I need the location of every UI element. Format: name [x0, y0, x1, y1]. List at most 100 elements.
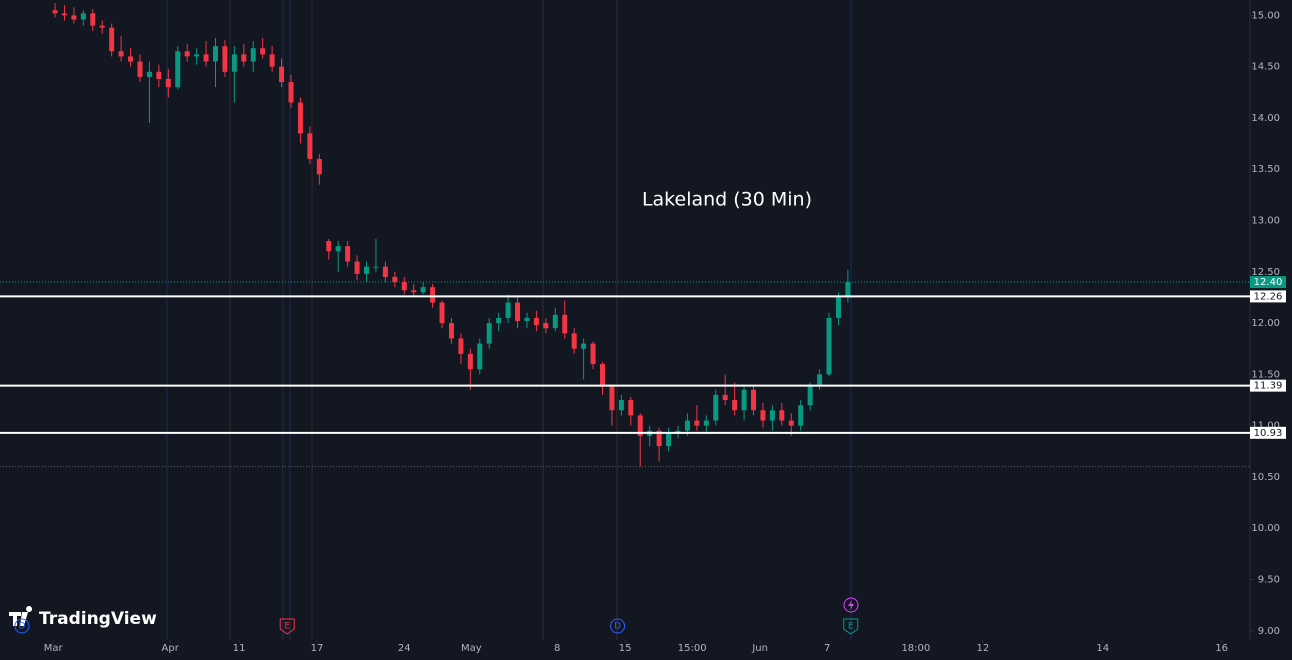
candle-body [80, 13, 86, 20]
x-tick-label: 8 [554, 643, 560, 654]
candle-body [99, 25, 105, 28]
candle-body [128, 56, 134, 62]
candle-body [496, 317, 502, 324]
candle-body [184, 51, 190, 57]
candle-body [401, 282, 407, 291]
candle-body [817, 374, 823, 385]
candle-body [137, 61, 143, 77]
candle-body [316, 158, 322, 175]
y-tick-label: 10.00 [1251, 523, 1280, 534]
candle-body [345, 246, 351, 262]
x-tick-label: 16 [1215, 643, 1228, 654]
candle-body [515, 302, 521, 322]
candle-body [335, 246, 341, 252]
last-price-box [1250, 276, 1286, 289]
candle-body [533, 317, 539, 326]
candle-body [703, 420, 709, 426]
candle-body [562, 314, 568, 334]
event-marker [279, 618, 295, 635]
y-tick-label: 14.00 [1251, 113, 1280, 124]
lightning-icon [843, 597, 859, 613]
x-tick-label: 14 [1096, 643, 1109, 654]
candle-body [222, 46, 228, 72]
y-tick-label: 15.00 [1251, 10, 1280, 21]
level-label-box [1250, 379, 1286, 392]
candle-body [448, 323, 454, 339]
candle-body [684, 420, 690, 431]
x-tick-label: May [461, 643, 482, 654]
candle-body [628, 400, 634, 416]
y-tick-label: 14.50 [1251, 62, 1280, 73]
candle-body [326, 241, 332, 252]
candle-body [760, 410, 766, 421]
candle-body [439, 302, 445, 324]
y-tick-label: 12.00 [1251, 318, 1280, 329]
x-tick-label: 18:00 [901, 643, 930, 654]
last-price-label: 12.40 [1254, 277, 1283, 288]
candle-body [61, 13, 67, 16]
candle-body [618, 400, 624, 411]
candle-body [118, 51, 124, 57]
session-lines [166, 0, 852, 640]
y-tick-label: 11.50 [1251, 369, 1280, 380]
candle-body [769, 410, 775, 421]
candle-body [543, 323, 549, 329]
candle-body [165, 78, 171, 88]
candle-body [458, 338, 464, 354]
watermark-text: TradingView [39, 609, 157, 629]
candle-body [524, 317, 530, 322]
candle-body [505, 302, 511, 318]
candle-body [779, 410, 785, 421]
y-tick-label: 9.50 [1258, 574, 1280, 585]
candle-body [364, 266, 370, 274]
candle-body [571, 333, 577, 349]
candle-body [430, 287, 436, 303]
x-tick-label: 15:00 [678, 643, 707, 654]
y-tick-label: 13.50 [1251, 164, 1280, 175]
candle-body [637, 415, 643, 436]
candle-body [382, 266, 388, 277]
candle-body [694, 420, 700, 426]
candle-body [354, 261, 360, 274]
candle-body [279, 66, 285, 83]
candle-body [373, 266, 379, 268]
candle-body [552, 314, 558, 329]
candle-body [71, 15, 77, 20]
event-label: E [284, 622, 290, 632]
candle-body [788, 420, 794, 426]
candle-body [260, 48, 266, 55]
candle-body [156, 71, 162, 79]
candle-body [90, 13, 96, 26]
x-tick-label: 17 [311, 643, 324, 654]
candle-body [845, 282, 851, 298]
event-label: D [614, 622, 621, 632]
event-marker [14, 618, 30, 634]
candle-body [297, 102, 303, 134]
candle-body [599, 364, 605, 387]
y-tick-label: 12.50 [1251, 267, 1280, 278]
candle-body [609, 386, 615, 411]
event-marker [610, 618, 626, 634]
candle-body [269, 54, 275, 67]
y-tick-label: 11.00 [1251, 421, 1280, 432]
candle-body [420, 287, 426, 293]
candle-body [486, 323, 492, 344]
level-label: 12.26 [1254, 291, 1283, 302]
level-label: 10.93 [1254, 428, 1283, 439]
candle-body [722, 394, 728, 400]
candle-body [175, 51, 181, 88]
x-tick-label: Mar [44, 643, 64, 654]
candle-body [751, 389, 757, 411]
event-label: D [19, 622, 26, 632]
candle-body [835, 297, 841, 318]
y-tick-label: 10.50 [1251, 472, 1280, 483]
x-tick-label: 11 [233, 643, 246, 654]
chart-title: Lakeland (30 Min) [642, 189, 812, 211]
candle-body [250, 48, 256, 62]
x-tick-label: 15 [619, 643, 632, 654]
candle-body [288, 82, 294, 103]
x-tick-label: Jun [751, 643, 768, 654]
candle-body [203, 54, 209, 62]
candle-body [741, 389, 747, 411]
